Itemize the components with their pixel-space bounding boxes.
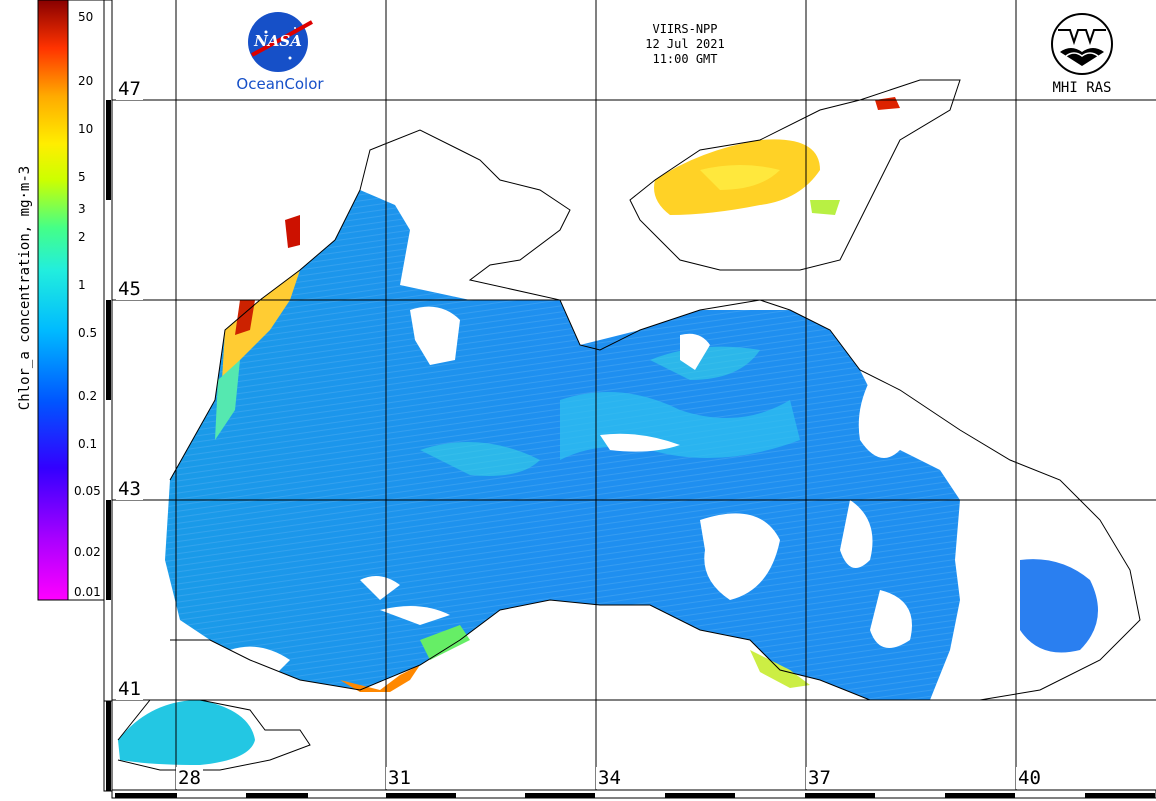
colorbar-tick: 3	[78, 202, 86, 216]
nasa-logo	[248, 12, 313, 72]
latitude-label: 45	[116, 278, 143, 300]
colorbar-tick: 0.01	[74, 585, 101, 599]
sensor-name: VIIRS-NPP	[652, 22, 718, 36]
mhi-label: MHI RAS	[1052, 80, 1112, 96]
oceancolor-label: OceanColor	[236, 75, 324, 93]
colorbar-tick: 2	[78, 230, 86, 244]
colorbar-tick: 0.05	[74, 484, 101, 498]
latitude-label: 47	[116, 78, 143, 100]
mhi-logo	[1051, 13, 1113, 75]
image-time: 11:00 GMT	[652, 52, 718, 66]
colorbar-tick: 50	[78, 10, 94, 24]
sea-surface	[118, 97, 1098, 765]
map-header: VIIRS-NPP 12 Jul 2021 11:00 GMT	[625, 22, 745, 67]
coastline	[117, 79, 1141, 771]
graticule	[112, 0, 1156, 790]
longitude-label: 28	[176, 767, 203, 789]
colorbar-tick: 0.1	[78, 437, 98, 451]
colorbar-gradient	[37, 0, 69, 601]
colorbar-tick: 5	[78, 170, 86, 184]
colorbar-tick: 1	[78, 278, 86, 292]
colorbar-frame	[67, 0, 105, 601]
colorbar-title: Chlor_a concentration, mg·m-3	[17, 165, 33, 411]
colorbar-tick: 20	[78, 74, 94, 88]
nasa-wordmark: NASA	[254, 32, 302, 50]
colorbar	[37, 0, 105, 601]
colorbar-tick: 10	[78, 122, 94, 136]
frame-scale	[103, 0, 1156, 799]
colorbar-tick: 0.02	[74, 545, 101, 559]
colorbar-tick: 0.2	[78, 389, 98, 403]
longitude-label: 37	[806, 767, 833, 789]
latitude-label: 41	[116, 678, 143, 700]
longitude-label: 34	[596, 767, 623, 789]
colorbar-tick: 0.5	[78, 326, 98, 340]
image-date: 12 Jul 2021	[645, 37, 725, 51]
longitude-label: 40	[1016, 767, 1043, 789]
latitude-label: 43	[116, 478, 143, 500]
longitude-label: 31	[386, 767, 413, 789]
